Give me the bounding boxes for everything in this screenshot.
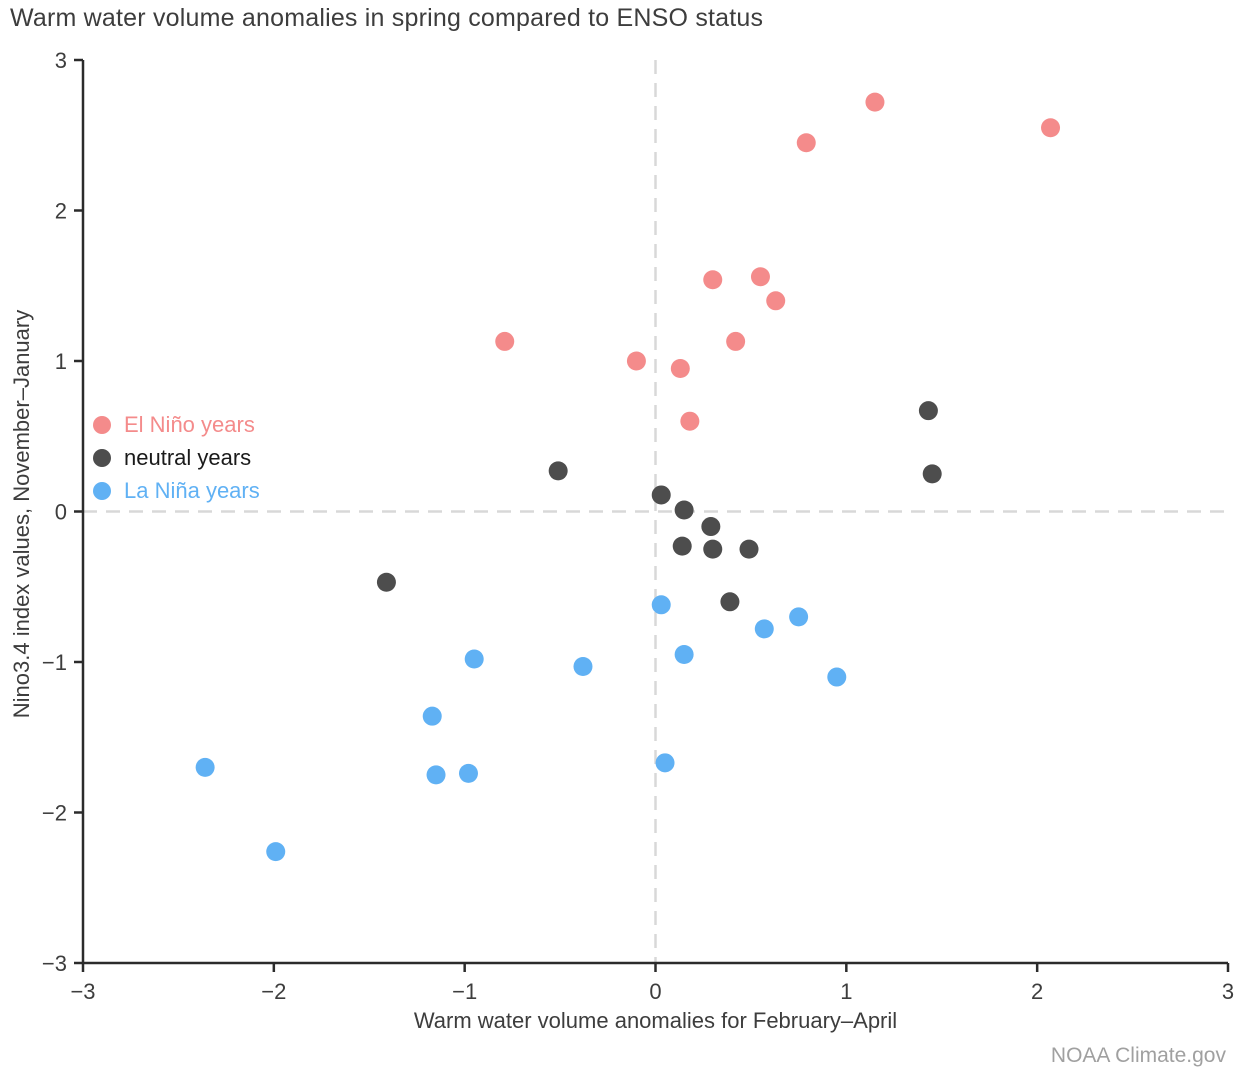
scatter-point xyxy=(458,763,478,783)
scatter-point xyxy=(750,267,770,287)
scatter-point xyxy=(195,757,215,777)
scatter-point xyxy=(1041,118,1061,138)
legend-label: El Niño years xyxy=(124,412,255,437)
scatter-point xyxy=(651,485,671,505)
legend-item: neutral years xyxy=(93,445,260,470)
x-tick-label: 0 xyxy=(649,979,661,1004)
y-tick-label: −1 xyxy=(42,650,67,675)
scatter-point xyxy=(464,649,484,669)
x-tick-label: −2 xyxy=(261,979,286,1004)
chart-title: Warm water volume anomalies in spring co… xyxy=(10,4,764,32)
x-tick-label: −3 xyxy=(70,979,95,1004)
y-axis-label: Nino3.4 index values, November–January xyxy=(9,309,34,719)
scatter-point xyxy=(739,539,759,559)
legend-item: La Niña years xyxy=(93,478,260,503)
scatter-point xyxy=(266,842,286,862)
y-tick-label: 3 xyxy=(55,48,67,73)
legend-dot-icon xyxy=(93,415,111,434)
legend-dot-icon xyxy=(93,481,111,500)
scatter-point xyxy=(720,592,740,612)
scatter-point xyxy=(865,92,885,112)
legend-item: El Niño years xyxy=(93,412,260,437)
scatter-point xyxy=(703,539,723,559)
scatter-point xyxy=(548,461,568,481)
scatter-point xyxy=(827,667,847,687)
legend-label: La Niña years xyxy=(124,478,260,503)
y-tick-label: 0 xyxy=(55,500,67,525)
y-tick-label: −2 xyxy=(42,801,67,826)
legend-label: neutral years xyxy=(124,445,252,470)
scatter-point xyxy=(701,517,721,537)
scatter-point xyxy=(766,291,786,311)
legend: El Niño years neutral years La Niña years xyxy=(93,412,260,503)
scatter-point xyxy=(918,401,938,421)
scatter-point xyxy=(754,619,774,639)
scatter-point xyxy=(376,572,396,592)
scatter-point xyxy=(422,706,442,726)
scatter-point xyxy=(674,644,694,664)
y-tick-label: 2 xyxy=(55,199,67,224)
x-axis-label: Warm water volume anomalies for February… xyxy=(413,1008,898,1033)
scatter-point xyxy=(674,500,694,520)
scatter-point xyxy=(672,536,692,556)
scatter-point xyxy=(922,464,942,484)
x-tick-label: −1 xyxy=(452,979,477,1004)
scatter-point xyxy=(495,331,515,351)
legend-dot-icon xyxy=(93,448,111,467)
y-tick-label: −3 xyxy=(42,951,67,976)
scatter-point xyxy=(789,607,809,627)
y-tick-label: 1 xyxy=(55,349,67,374)
scatter-point xyxy=(655,753,675,773)
scatter-point xyxy=(651,595,671,615)
x-tick-label: 3 xyxy=(1222,979,1234,1004)
scatter-point xyxy=(426,765,446,785)
scatter-point xyxy=(703,270,723,290)
x-tick-label: 1 xyxy=(840,979,852,1004)
scatter-point xyxy=(670,359,690,379)
scatter-point xyxy=(680,411,700,431)
scatter-point xyxy=(573,657,593,677)
scatter-point xyxy=(796,133,816,153)
scatter-point xyxy=(726,331,746,351)
x-tick-label: 2 xyxy=(1031,979,1043,1004)
scatter-point xyxy=(626,351,646,371)
attribution: NOAA Climate.gov xyxy=(1050,1044,1226,1067)
